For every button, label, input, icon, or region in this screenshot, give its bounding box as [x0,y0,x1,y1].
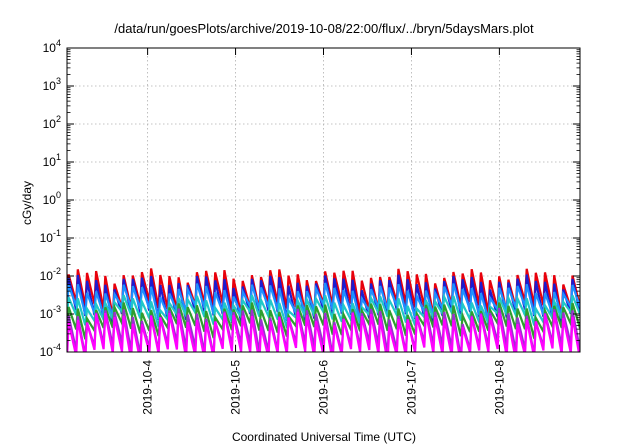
x-tick-label: 2019-10-7 [404,360,418,415]
y-tick-label: 100 [43,190,61,207]
y-tick-base: 10 [43,41,57,55]
y-tick-exponent: -1 [53,228,61,238]
chart-title: /data/run/goesPlots/archive/2019-10-08/2… [114,21,534,36]
y-tick-base: 10 [40,307,54,321]
y-tick-label: 101 [43,152,61,169]
y-tick-exponent: -3 [53,304,61,314]
y-tick-exponent: 1 [56,152,61,162]
x-axis-label: Coordinated Universal Time (UTC) [232,430,416,444]
y-tick-base: 10 [40,231,54,245]
y-tick-label: 103 [43,76,61,93]
x-tick-label: 2019-10-8 [492,360,506,415]
y-tick-exponent: 3 [56,76,61,86]
y-tick-label: 102 [43,114,61,131]
y-tick-label: 104 [43,38,61,55]
y-tick-base: 10 [40,269,54,283]
y-tick-exponent: -2 [53,266,61,276]
y-tick-exponent: 4 [56,38,61,48]
y-tick-base: 10 [40,345,54,359]
y-tick-exponent: -4 [53,342,61,352]
y-tick-label: 10-3 [40,304,61,321]
y-tick-exponent: 0 [56,190,61,200]
y-tick-label: 10-2 [40,266,61,283]
y-tick-base: 10 [43,193,57,207]
x-axis-ticks: 2019-10-4 2019-10-5 2019-10-6 2019-10-7 2019… [141,48,506,415]
x-tick-label: 2019-10-6 [317,360,331,415]
y-tick-label: 10-1 [40,228,61,245]
y-tick-base: 10 [43,79,57,93]
series-line [67,311,580,352]
plot-series [67,268,580,352]
y-tick-exponent: 2 [56,114,61,124]
x-tick-label: 2019-10-5 [229,360,243,415]
series-group [67,268,580,352]
y-tick-label: 10-4 [40,342,61,359]
y-axis-label: cGy/day [20,181,34,225]
y-tick-base: 10 [43,117,57,131]
y-tick-base: 10 [43,155,57,169]
x-tick-label: 2019-10-4 [141,360,155,415]
